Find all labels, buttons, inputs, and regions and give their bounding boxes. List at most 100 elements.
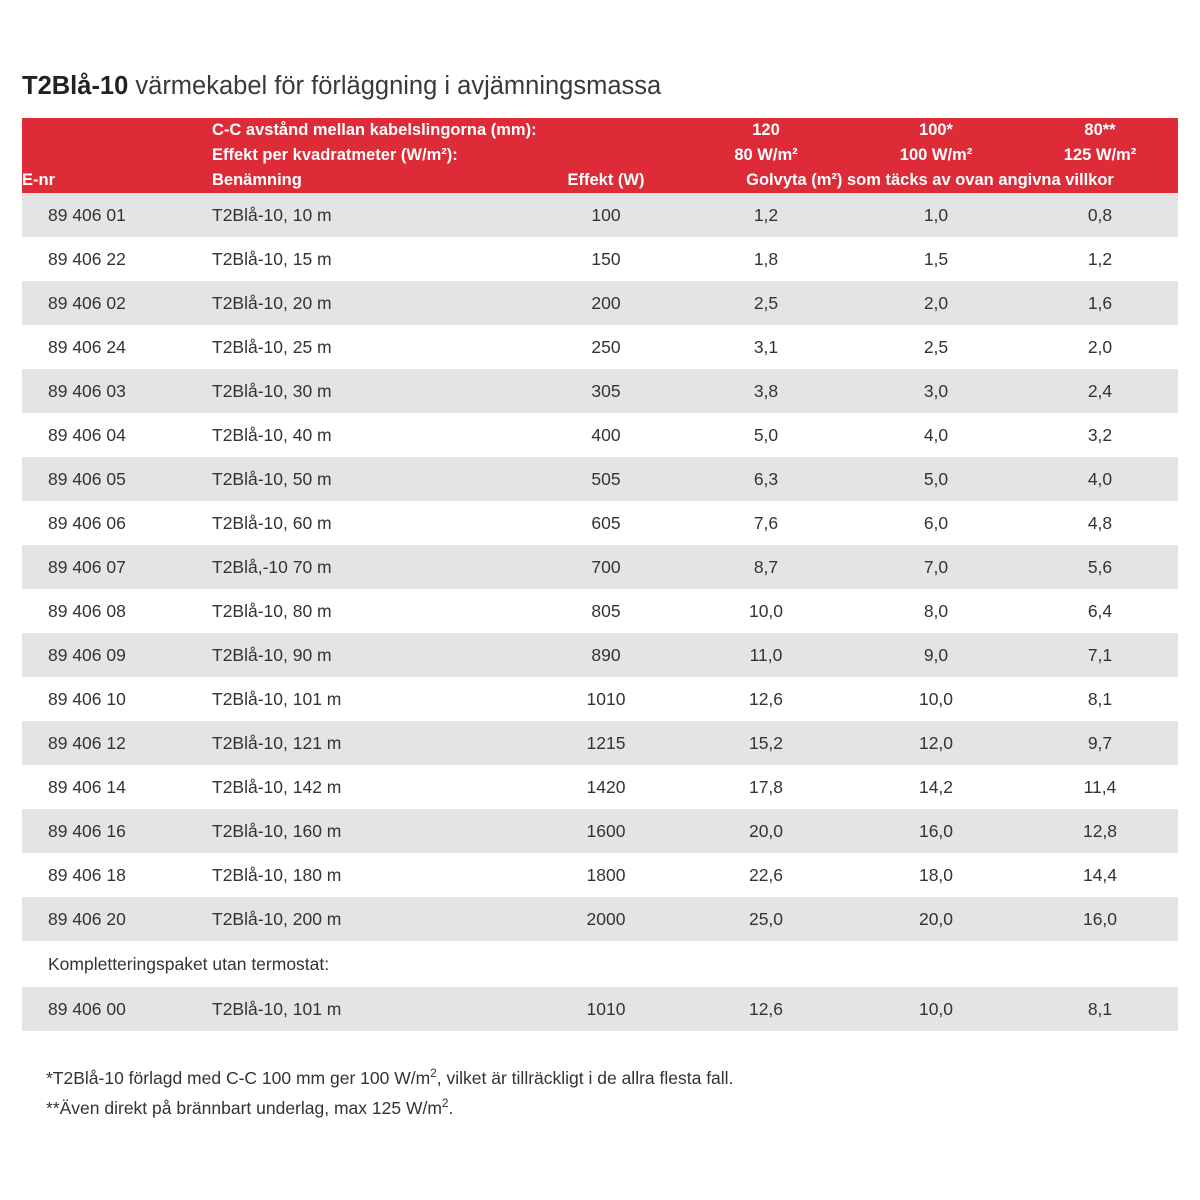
table-row: 89 406 05 T2Blå-10, 50 m 505 6,3 5,0 4,0 xyxy=(22,457,1178,501)
cell-golvyta-100: 16,0 xyxy=(850,809,1022,853)
footnote-single-asterisk: *T2Blå-10 förlagd med C-C 100 mm ger 100… xyxy=(46,1063,733,1093)
header-label-enr: E-nr xyxy=(22,171,55,189)
cell-golvyta-80: 1,2 xyxy=(1022,237,1178,281)
cell-golvyta-120: 1,8 xyxy=(682,237,850,281)
cell-benamning: T2Blå-10, 160 m xyxy=(212,809,530,853)
cell-golvyta-120: 11,0 xyxy=(682,633,850,677)
cell-enr: 89 406 05 xyxy=(22,457,212,501)
cell-golvyta-100: 12,0 xyxy=(850,721,1022,765)
table-row: 89 406 10 T2Blå-10, 101 m 1010 12,6 10,0 8,1 xyxy=(22,677,1178,721)
cell-effekt: 250 xyxy=(530,325,682,369)
table-body: 89 406 01 T2Blå-10, 10 m 100 1,2 1,0 0,8 89 40… xyxy=(22,193,1178,1031)
cell-golvyta-100: 7,0 xyxy=(850,545,1022,589)
cell-golvyta-120: 22,6 xyxy=(682,853,850,897)
footnote-1-text-a: *T2Blå-10 förlagd med C-C 100 mm ger 100… xyxy=(46,1068,431,1088)
cell-golvyta-100: 2,5 xyxy=(850,325,1022,369)
header-cc-120-value: 120 xyxy=(752,121,780,139)
cell-enr: 89 406 07 xyxy=(22,545,212,589)
cell-effekt: 400 xyxy=(530,413,682,457)
table-row: 89 406 12 T2Blå-10, 121 m 1215 15,2 12,0 9,7 xyxy=(22,721,1178,765)
header-cell-benamning: C-C avstånd mellan kabelslingorna (mm): … xyxy=(212,118,537,193)
cell-golvyta-80: 4,0 xyxy=(1022,457,1178,501)
cell-golvyta-100: 10,0 xyxy=(850,987,1022,1031)
footnote-1-superscript: 2 xyxy=(430,1066,437,1081)
cell-golvyta-80: 3,2 xyxy=(1022,413,1178,457)
table-row: 89 406 06 T2Blå-10, 60 m 605 7,6 6,0 4,8 xyxy=(22,501,1178,545)
cell-golvyta-120: 20,0 xyxy=(682,809,850,853)
cell-effekt: 890 xyxy=(530,633,682,677)
header-label-effekt: Effekt (W) xyxy=(567,171,645,189)
cell-golvyta-80: 16,0 xyxy=(1022,897,1178,941)
cell-benamning: T2Blå-10, 180 m xyxy=(212,853,530,897)
table-row: 89 406 20 T2Blå-10, 200 m 2000 25,0 20,0 16,0 xyxy=(22,897,1178,941)
cell-golvyta-120: 1,2 xyxy=(682,193,850,237)
cell-benamning: T2Blå-10, 40 m xyxy=(212,413,530,457)
cell-golvyta-80: 6,4 xyxy=(1022,589,1178,633)
footnote-2-text-a: **Även direkt på brännbart underlag, max… xyxy=(46,1098,442,1118)
cell-golvyta-120: 7,6 xyxy=(682,501,850,545)
table-header-row: E-nr C-C avstånd mellan kabelslingorna (… xyxy=(22,118,1178,193)
header-golvyta-caption: Golvyta (m²) som täcks av ovan angivna v… xyxy=(746,171,1114,189)
cell-enr: 89 406 12 xyxy=(22,721,212,765)
cell-effekt: 1600 xyxy=(530,809,682,853)
table-section-label-row: Kompletteringspaket utan termostat: xyxy=(22,941,1178,987)
cell-benamning: T2Blå-10, 200 m xyxy=(212,897,530,941)
cell-golvyta-100: 2,0 xyxy=(850,281,1022,325)
cell-golvyta-80: 12,8 xyxy=(1022,809,1178,853)
cell-effekt: 1215 xyxy=(530,721,682,765)
cell-benamning: T2Blå-10, 30 m xyxy=(212,369,530,413)
footnote-2-text-b: . xyxy=(448,1098,454,1118)
table-head: E-nr C-C avstånd mellan kabelslingorna (… xyxy=(22,118,1178,193)
cell-effekt: 1010 xyxy=(530,677,682,721)
footnote-2-superscript: 2 xyxy=(441,1096,449,1111)
header-cc-80-value: 80** xyxy=(1084,121,1116,139)
cell-effekt: 505 xyxy=(530,457,682,501)
cell-golvyta-100: 1,0 xyxy=(850,193,1022,237)
table-row: 89 406 09 T2Blå-10, 90 m 890 11,0 9,0 7,1 xyxy=(22,633,1178,677)
header-label-benamning: Benämning xyxy=(212,171,302,189)
cell-golvyta-100: 14,2 xyxy=(850,765,1022,809)
cell-golvyta-120: 12,6 xyxy=(682,677,850,721)
cell-benamning: T2Blå-10, 60 m xyxy=(212,501,530,545)
header-cell-cc-80: 80** 125 W/m² xyxy=(1022,118,1178,193)
cell-enr: 89 406 22 xyxy=(22,237,212,281)
cell-golvyta-120: 17,8 xyxy=(682,765,850,809)
cell-enr: 89 406 10 xyxy=(22,677,212,721)
cell-golvyta-120: 25,0 xyxy=(682,897,850,941)
spec-table-wrapper: E-nr C-C avstånd mellan kabelslingorna (… xyxy=(22,118,1178,1031)
cell-benamning: T2Blå-10, 20 m xyxy=(212,281,530,325)
table-row: 89 406 00 T2Blå-10, 101 m 1010 12,6 10,0 8,1 xyxy=(22,987,1178,1031)
cell-effekt: 150 xyxy=(530,237,682,281)
table-row: 89 406 08 T2Blå-10, 80 m 805 10,0 8,0 6,4 xyxy=(22,589,1178,633)
header-cell-cc-100: 100* 100 W/m² xyxy=(850,118,1022,193)
cell-golvyta-120: 6,3 xyxy=(682,457,850,501)
cell-enr: 89 406 20 xyxy=(22,897,212,941)
cell-effekt: 1420 xyxy=(530,765,682,809)
cell-golvyta-100: 6,0 xyxy=(850,501,1022,545)
footnotes: *T2Blå-10 förlagd med C-C 100 mm ger 100… xyxy=(46,1063,733,1123)
cell-golvyta-100: 8,0 xyxy=(850,589,1022,633)
cell-benamning: T2Blå,-10 70 m xyxy=(212,545,530,589)
cell-effekt: 700 xyxy=(530,545,682,589)
header-cell-cc-120: 120 80 W/m² xyxy=(682,118,850,193)
cell-benamning: T2Blå-10, 101 m xyxy=(212,987,530,1031)
cell-golvyta-100: 1,5 xyxy=(850,237,1022,281)
table-row: 89 406 02 T2Blå-10, 20 m 200 2,5 2,0 1,6 xyxy=(22,281,1178,325)
cell-effekt: 200 xyxy=(530,281,682,325)
cell-benamning: T2Blå-10, 25 m xyxy=(212,325,530,369)
cell-effekt: 100 xyxy=(530,193,682,237)
table-row: 89 406 24 T2Blå-10, 25 m 250 3,1 2,5 2,0 xyxy=(22,325,1178,369)
cell-benamning: T2Blå-10, 121 m xyxy=(212,721,530,765)
table-row: 89 406 18 T2Blå-10, 180 m 1800 22,6 18,0 14,4 xyxy=(22,853,1178,897)
header-wm2-125-value: 125 W/m² xyxy=(1063,146,1137,164)
header-wm2-80-value: 80 W/m² xyxy=(734,146,798,164)
cell-golvyta-120: 2,5 xyxy=(682,281,850,325)
cell-golvyta-120: 3,1 xyxy=(682,325,850,369)
page-title-product: T2Blå-10 xyxy=(22,72,129,100)
cell-benamning: T2Blå-10, 15 m xyxy=(212,237,530,281)
cell-golvyta-120: 3,8 xyxy=(682,369,850,413)
cell-effekt: 2000 xyxy=(530,897,682,941)
page-title: T2Blå-10 värmekabel för förläggning i av… xyxy=(22,70,661,102)
cell-enr: 89 406 18 xyxy=(22,853,212,897)
